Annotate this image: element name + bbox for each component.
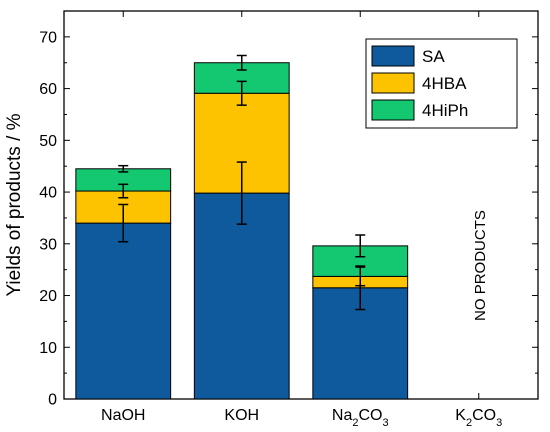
y-tick-label-50: 50 <box>39 133 57 150</box>
x-category-label-1: KOH <box>224 407 259 424</box>
label-part: NaOH <box>101 407 145 424</box>
y-tick-label-30: 30 <box>39 236 57 253</box>
label-part: CO <box>472 407 496 424</box>
y-tick-label-60: 60 <box>39 81 57 98</box>
legend-label-sa: SA <box>422 47 445 66</box>
plot-frame <box>63 10 539 400</box>
x-category-label-0: NaOH <box>101 407 145 424</box>
y-tick-label-70: 70 <box>39 29 57 46</box>
y-axis-label: Yields of products / % <box>4 113 25 296</box>
y-tick-label-20: 20 <box>39 288 57 305</box>
x-category-label-3: K2CO3 <box>455 407 502 429</box>
bars <box>75 62 409 400</box>
y-tick-label-0: 0 <box>48 392 57 409</box>
label-subscript: 3 <box>382 417 388 429</box>
error-bars <box>118 54 366 311</box>
y-tick-label-40: 40 <box>39 185 57 202</box>
legend-label-4hba: 4HBA <box>422 74 467 93</box>
annotations: NO PRODUCTS <box>472 210 489 321</box>
annotation-no-products: NO PRODUCTS <box>472 210 489 321</box>
label-subscript: 2 <box>352 417 358 429</box>
label-part: CO <box>358 407 382 424</box>
label-part: KOH <box>224 407 259 424</box>
bar-sa-1 <box>193 192 290 400</box>
legend: SA 4HBA 4HiPh <box>365 38 518 129</box>
bar-sa-0 <box>75 222 172 400</box>
legend-label-4hiph: 4HiPh <box>422 101 468 120</box>
legend-swatch-sa <box>371 45 415 67</box>
label-part: K <box>455 407 466 424</box>
label-subscript: 2 <box>466 417 472 429</box>
legend-swatch-4hba <box>371 72 415 94</box>
label-part: Na <box>332 407 353 424</box>
y-tick-label-10: 10 <box>39 340 57 357</box>
legend-swatch-4hiph <box>371 99 415 121</box>
x-category-label-2: Na2CO3 <box>332 407 389 429</box>
label-subscript: 3 <box>496 417 502 429</box>
